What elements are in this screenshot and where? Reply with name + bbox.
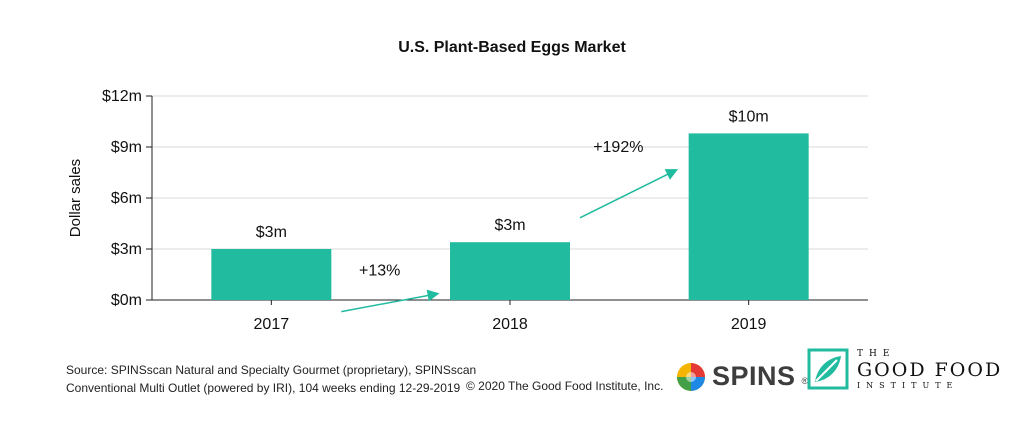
bar — [688, 133, 809, 300]
source-line-1: Source: SPINSscan Natural and Specialty … — [66, 363, 477, 377]
growth-annotation: +192% — [593, 139, 643, 156]
data-label: $3m — [256, 224, 287, 241]
y-axis-label: Dollar sales — [67, 159, 84, 237]
spins-logo: SPINS ® — [676, 361, 808, 392]
y-tick-label: $9m — [111, 139, 142, 156]
spins-wordmark: SPINS — [712, 361, 796, 391]
spins-registered-mark: ® — [801, 376, 809, 386]
growth-annotation: +13% — [359, 263, 400, 280]
bar-chart: U.S. Plant-Based Eggs Market Dollar sale… — [67, 39, 868, 333]
source-note: Source: SPINSscan Natural and Specialty … — [66, 361, 476, 397]
growth-arrow — [341, 289, 440, 313]
chart-title: U.S. Plant-Based Eggs Market — [398, 39, 626, 56]
spins-globe-icon — [677, 362, 705, 391]
bar — [450, 242, 570, 300]
x-tick-label: 2017 — [254, 316, 290, 333]
copyright-note: © 2020 The Good Food Institute, Inc. — [466, 379, 664, 393]
y-tick-label: $3m — [111, 241, 142, 258]
gfi-logo: THE GOOD FOOD INSTITUTE — [807, 348, 1002, 390]
gfi-the-text: THE — [857, 348, 896, 359]
source-line-2: Conventional Multi Outlet (powered by IR… — [66, 381, 461, 395]
x-tick-label: 2018 — [492, 316, 528, 333]
x-tick-label: 2019 — [731, 316, 767, 333]
bar — [211, 249, 332, 300]
data-label: $10m — [729, 108, 769, 125]
gfi-leaf-icon — [807, 348, 849, 390]
growth-arrow — [579, 169, 679, 219]
gfi-main-text: GOOD FOOD — [857, 358, 1003, 381]
data-label: $3m — [494, 217, 525, 234]
y-tick-label: $0m — [111, 292, 142, 309]
y-tick-label: $6m — [111, 190, 142, 207]
gfi-institute-text: INSTITUTE — [857, 380, 959, 390]
y-tick-label: $12m — [102, 88, 142, 105]
